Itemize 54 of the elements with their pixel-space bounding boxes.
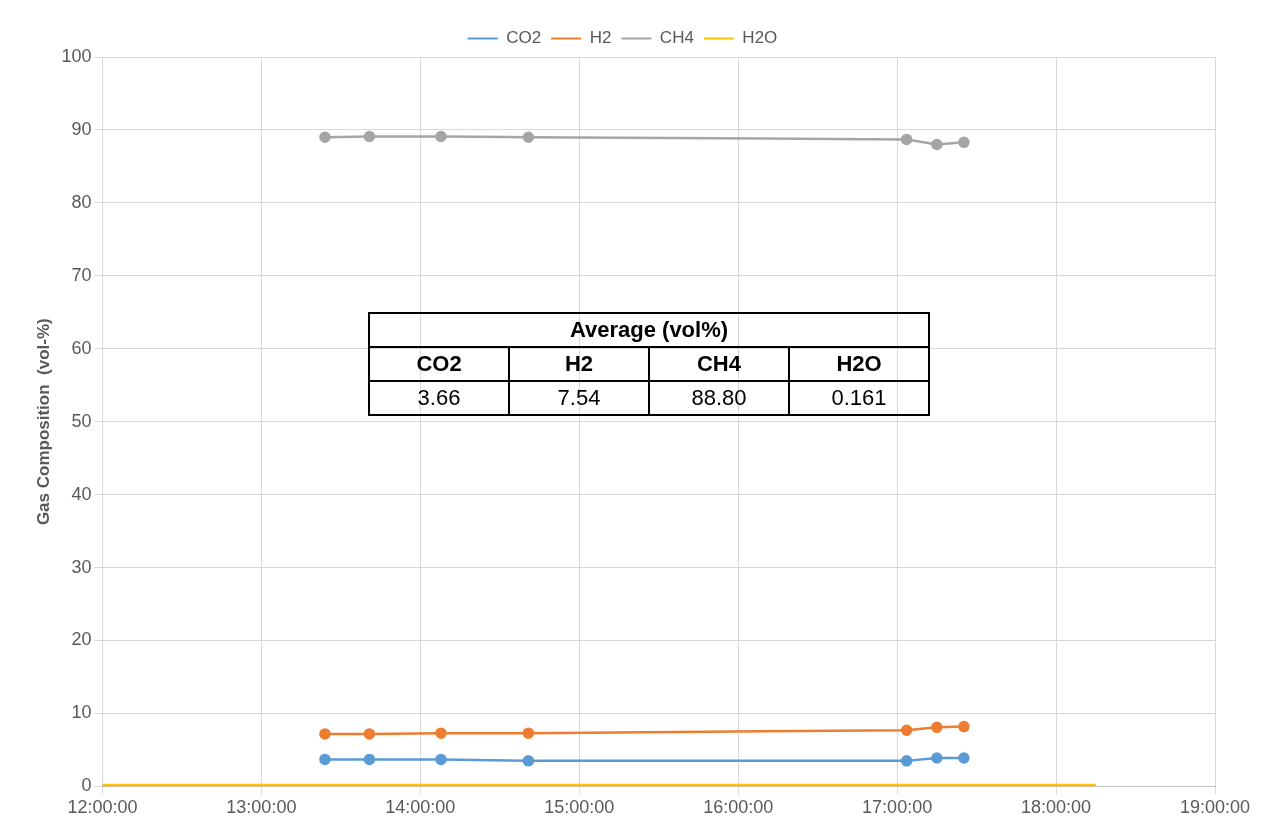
y-tick-label: 90 bbox=[71, 118, 92, 139]
x-tick-label: 19:00:00 bbox=[1179, 797, 1251, 818]
point bbox=[319, 753, 331, 766]
point bbox=[900, 724, 913, 736]
point bbox=[319, 131, 331, 143]
x-tick-label: 17:00:00 bbox=[862, 797, 933, 818]
point bbox=[958, 720, 970, 733]
x-tick-label: 13:00:00 bbox=[226, 797, 297, 818]
point bbox=[931, 138, 943, 151]
x-tick-label: 18:00:00 bbox=[1021, 797, 1092, 818]
point bbox=[958, 136, 970, 149]
y-tick-label: 0 bbox=[81, 775, 92, 796]
point bbox=[931, 721, 943, 734]
legend-label: H2 bbox=[589, 28, 612, 48]
annotation: 7.54 bbox=[509, 381, 649, 415]
annotation: CH4 bbox=[649, 347, 789, 381]
annotation: 88.80 bbox=[649, 381, 789, 415]
point bbox=[435, 130, 447, 143]
x-tick-label: 12:00:00 bbox=[67, 797, 138, 818]
annotation: CO2 bbox=[369, 347, 509, 381]
y-tick-label: 60 bbox=[71, 337, 92, 358]
point bbox=[958, 752, 970, 764]
point bbox=[363, 753, 376, 766]
point bbox=[363, 130, 376, 143]
y-tick-label: 100 bbox=[61, 45, 92, 66]
annotation: 0.161 bbox=[789, 381, 929, 415]
annotation: 3.66 bbox=[369, 381, 509, 415]
legend-label: H2O bbox=[742, 28, 778, 48]
annotation: Average (vol%) bbox=[369, 313, 929, 347]
point bbox=[900, 133, 913, 146]
x-tick-label: 16:00:00 bbox=[703, 797, 774, 818]
point bbox=[931, 752, 943, 764]
legend-label: CH4 bbox=[659, 28, 694, 48]
y-tick-label: 40 bbox=[71, 483, 92, 504]
annotation: H2O bbox=[789, 347, 929, 381]
y-tick-label: 50 bbox=[71, 410, 92, 431]
y-tick-label: 80 bbox=[71, 191, 92, 212]
legend-label: CO2 bbox=[506, 28, 542, 48]
point bbox=[900, 755, 913, 767]
y-tick-label: 70 bbox=[71, 264, 92, 285]
point bbox=[319, 728, 331, 740]
point bbox=[435, 753, 447, 766]
y-axis-title: Gas Composition (vol-%) bbox=[33, 318, 53, 526]
y-tick-label: 10 bbox=[71, 702, 92, 723]
point bbox=[522, 755, 535, 767]
y-tick-label: 30 bbox=[71, 556, 92, 577]
point bbox=[363, 728, 376, 740]
point bbox=[522, 131, 535, 143]
point bbox=[522, 727, 535, 739]
point bbox=[435, 727, 447, 739]
y-tick-label: 20 bbox=[71, 629, 92, 650]
x-tick-label: 14:00:00 bbox=[385, 797, 456, 818]
annotation: H2 bbox=[509, 347, 649, 381]
x-tick-label: 15:00:00 bbox=[544, 797, 615, 818]
